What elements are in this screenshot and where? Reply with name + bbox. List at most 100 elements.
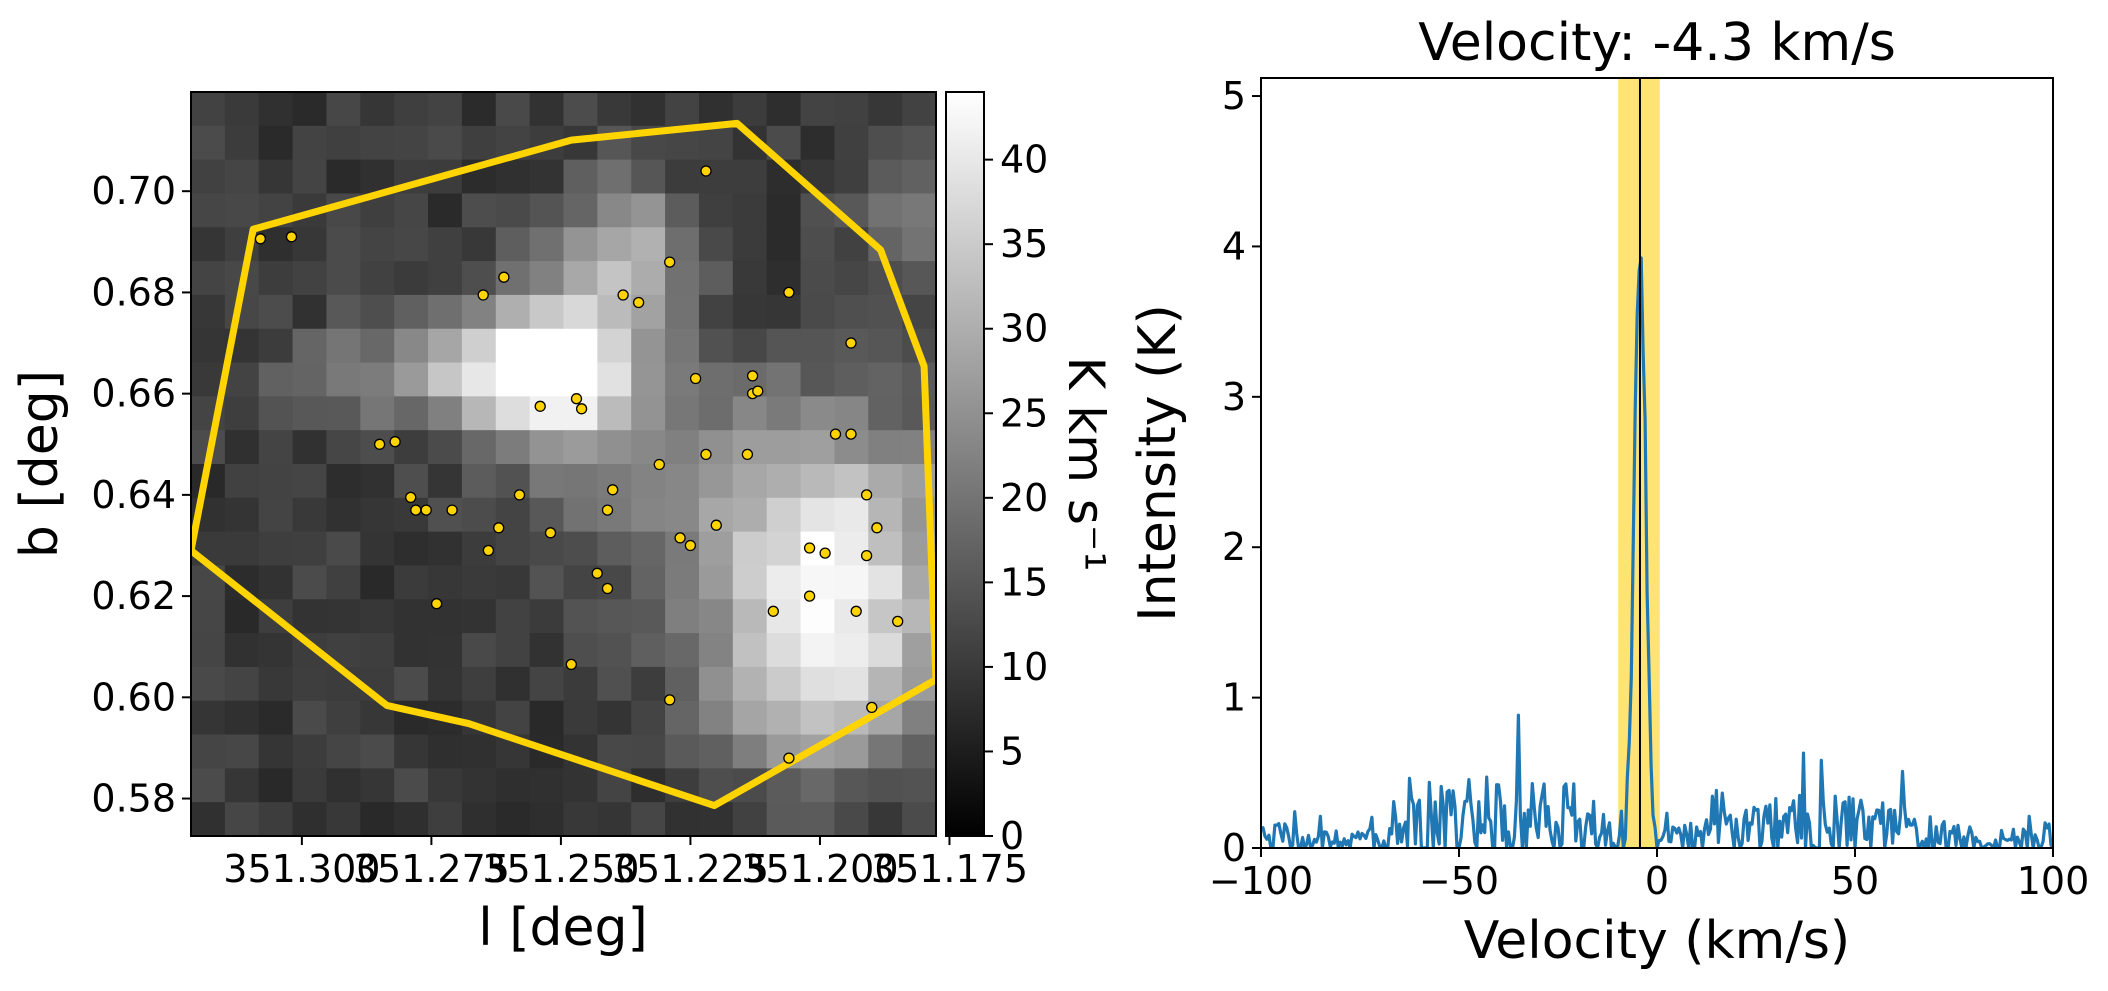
- source-point: [601, 504, 614, 516]
- map-pixel: [698, 700, 734, 736]
- map-pixel: [461, 599, 497, 634]
- map-pixel: [428, 768, 463, 803]
- spectrum-y-tick-label: 0: [1222, 826, 1246, 870]
- map-pixel: [292, 768, 328, 803]
- map-pixel: [800, 362, 836, 397]
- map-pixel: [258, 633, 294, 668]
- map-pixel: [631, 599, 666, 634]
- map-pixel: [766, 328, 802, 364]
- spectrum-x-tick-label: 50: [1831, 859, 1879, 903]
- colorbar-label: K km s⁻¹: [1057, 357, 1115, 572]
- spectrum-x-tick-label: −50: [1419, 859, 1499, 903]
- map-pixel: [224, 666, 260, 702]
- map-pixel: [428, 261, 463, 296]
- map-pixel: [834, 802, 869, 836]
- map-pixel: [597, 261, 632, 296]
- map-x-ticks: 351.300351.275351.250351.225351.200351.1…: [223, 836, 1028, 891]
- map-pixel: [563, 802, 598, 836]
- map-pixel: [529, 193, 565, 228]
- map-pixel: [597, 565, 632, 600]
- map-pixel: [631, 92, 666, 127]
- source-point: [664, 694, 676, 706]
- map-pixel: [360, 531, 395, 567]
- map-pixel: [732, 261, 768, 296]
- map-pixel: [732, 565, 768, 600]
- map-pixel: [665, 802, 700, 836]
- colorbar-tick-label: 5: [1000, 729, 1024, 773]
- map-pixel: [191, 802, 226, 836]
- source-point: [783, 286, 795, 299]
- map-pixel: [258, 92, 294, 127]
- map-pixel: [698, 734, 734, 769]
- colorbar-tick-label: 10: [1000, 645, 1048, 689]
- map-pixel: [292, 599, 328, 634]
- map-pixel: [766, 294, 802, 330]
- map-pixel: [495, 633, 531, 668]
- map-pixel: [698, 261, 734, 296]
- source-point: [803, 590, 816, 602]
- source-point: [607, 484, 619, 496]
- map-pixel: [597, 734, 632, 769]
- map-pixel: [698, 193, 734, 228]
- map-pixel: [868, 464, 903, 499]
- map-pixel: [902, 633, 936, 668]
- map-pixel: [597, 802, 632, 836]
- spectrum-x-ticks: −100 −50 0 50 100: [1209, 848, 2089, 903]
- map-pixel: [732, 464, 768, 499]
- map-pixel: [495, 802, 531, 836]
- map-pixel: [326, 294, 361, 330]
- map-y-tick-label: 0.70: [91, 169, 176, 213]
- map-pixel: [834, 294, 869, 330]
- map-pixel: [292, 700, 328, 736]
- map-pixel: [529, 768, 565, 803]
- map-y-tick-label: 0.68: [91, 270, 176, 314]
- map-pixel: [360, 362, 395, 397]
- map-pixel: [326, 565, 361, 600]
- map-pixel: [529, 531, 565, 567]
- map-pixel: [495, 531, 531, 567]
- source-point: [575, 403, 588, 415]
- map-pixel: [665, 633, 700, 668]
- source-point: [674, 532, 686, 544]
- map-pixel: [902, 396, 936, 431]
- map-pixel: [800, 666, 836, 702]
- map-pixel: [224, 159, 260, 195]
- map-pixel: [732, 328, 768, 364]
- map-pixel: [665, 227, 700, 262]
- map-pixel: [800, 633, 836, 668]
- map-pixel: [292, 464, 328, 499]
- source-point: [570, 393, 583, 405]
- colorbar-tick-label: 25: [1000, 391, 1048, 435]
- map-pixel: [495, 599, 531, 634]
- colorbar-tick-label: 0: [1000, 814, 1024, 858]
- map-pixel: [191, 734, 226, 769]
- source-point: [741, 448, 754, 461]
- map-pixel: [698, 92, 734, 127]
- map-pixel: [631, 802, 666, 836]
- map-pixel: [766, 633, 802, 668]
- map-pixel: [495, 193, 531, 228]
- map-pixel: [428, 430, 463, 465]
- map-pixel: [868, 565, 903, 600]
- map-pixel: [800, 430, 836, 465]
- map-pixel: [800, 768, 836, 803]
- spectrum-y-tick-label: 2: [1222, 525, 1246, 569]
- source-point: [513, 489, 526, 501]
- map-pixel: [868, 531, 903, 567]
- map-pixel: [224, 531, 260, 567]
- map-pixel: [394, 92, 429, 127]
- map-pixel: [766, 92, 802, 127]
- map-pixel: [631, 396, 666, 431]
- source-point: [819, 547, 831, 559]
- map-pixel: [360, 734, 395, 769]
- map-pixel: [597, 666, 632, 702]
- map-pixel: [529, 92, 565, 127]
- map-pixel: [428, 464, 463, 499]
- map-pixel: [597, 92, 632, 127]
- map-pixel: [461, 768, 497, 803]
- map-pixel: [495, 430, 531, 465]
- map-pixel: [258, 666, 294, 702]
- map-pixel: [258, 328, 294, 364]
- map-pixel: [698, 666, 734, 702]
- map-pixel: [529, 430, 565, 465]
